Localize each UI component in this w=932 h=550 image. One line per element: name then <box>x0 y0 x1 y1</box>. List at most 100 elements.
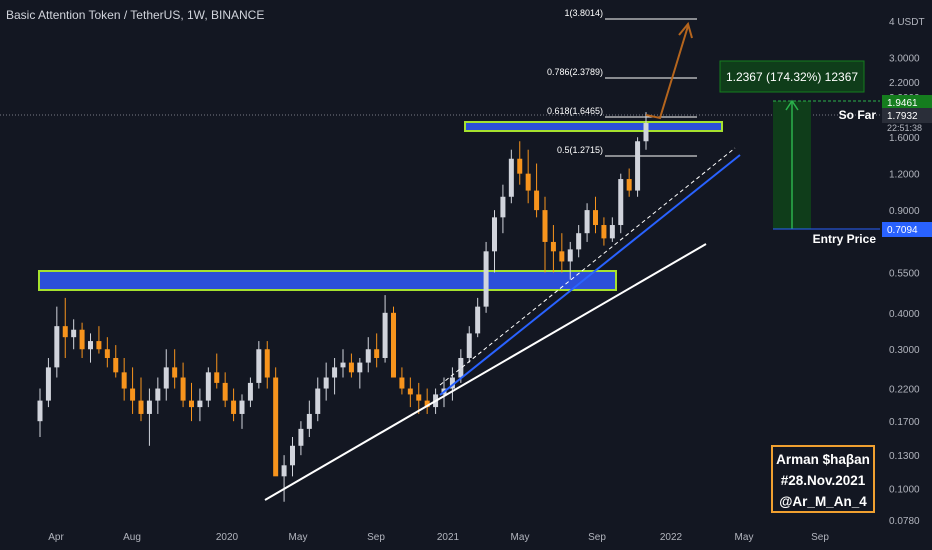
x-tick-label: 2021 <box>437 532 460 543</box>
candle-body <box>416 394 422 401</box>
candle-body <box>71 329 77 338</box>
candle-body <box>382 312 388 358</box>
candle-body <box>37 400 43 422</box>
high-price-tag-bg <box>882 95 932 110</box>
x-tick-label: May <box>511 532 530 543</box>
candle-body <box>88 341 93 350</box>
candle-body <box>635 141 641 191</box>
candle-body <box>567 249 573 262</box>
candle-body <box>348 362 354 373</box>
dashed-trendline <box>439 147 736 386</box>
candle-body <box>113 357 119 373</box>
candle-body <box>306 413 312 429</box>
candle-body <box>550 241 556 252</box>
candle-body <box>517 158 523 174</box>
chart-title: Basic Attention Token / TetherUS, 1W, BI… <box>6 8 265 22</box>
candle-body <box>45 367 51 401</box>
y-tick-label: 3.0000 <box>889 54 920 65</box>
y-tick-label: 1.6000 <box>889 133 920 144</box>
x-tick-label: 2020 <box>216 532 239 543</box>
candle-body <box>618 179 624 226</box>
projection-arrow <box>645 25 689 120</box>
candle-body <box>475 306 481 334</box>
blue-trendline <box>439 154 741 396</box>
x-tick-label: Aug <box>123 532 141 543</box>
candle-body <box>180 377 186 401</box>
candle-body <box>214 372 220 383</box>
y-tick-label: 0.9000 <box>889 206 920 217</box>
trendlines <box>264 21 741 501</box>
fib-level-label: 0.5(1.2715) <box>557 145 603 155</box>
measure-label: 1.2367 (174.32%) 12367 <box>726 70 858 84</box>
candles <box>37 112 649 502</box>
candle-body <box>121 372 127 389</box>
candle-body <box>492 217 497 252</box>
y-tick-label: 0.2200 <box>889 385 920 396</box>
candle-body <box>298 428 304 446</box>
candle-body <box>273 377 279 477</box>
current-price-tag-bg <box>882 108 932 123</box>
candle-body <box>315 388 321 414</box>
candle-body <box>146 400 152 414</box>
candle-body <box>231 400 237 414</box>
candle-body <box>163 367 169 389</box>
measure-arrowhead <box>785 99 799 111</box>
support-zone <box>38 270 617 291</box>
candle-body <box>584 210 590 234</box>
candle-body <box>222 382 228 401</box>
white-trendline <box>264 243 707 501</box>
x-tick-label: Sep <box>811 532 829 543</box>
axes: 4 USDT 3.0000 2.2000 1.6000 1.2000 0.9000 0.55… <box>48 17 932 543</box>
x-tick-label: May <box>735 532 754 543</box>
candle-body <box>643 123 649 142</box>
y-tick-label: 0.1700 <box>889 417 920 428</box>
high-price-tag: 1.9461 <box>887 98 918 109</box>
so-far-label: So Far <box>839 108 877 122</box>
candle-body <box>79 329 85 350</box>
candle-body <box>138 400 144 414</box>
candle-body <box>449 377 455 389</box>
y-tick-label: 0.3000 <box>889 345 920 356</box>
x-tick-label: May <box>289 532 308 543</box>
y-tick-partial: 2.2000 <box>889 78 920 89</box>
candle-body <box>483 251 489 307</box>
candle-body <box>290 445 295 466</box>
candle-body <box>189 400 194 408</box>
candle-body <box>172 367 178 378</box>
fib-level-label: 0.786(2.3789) <box>547 67 603 77</box>
candle-body <box>601 225 607 239</box>
candle-body <box>256 349 262 383</box>
candle-body <box>391 312 396 378</box>
candle-body <box>399 377 405 389</box>
x-tick-label: Apr <box>48 532 64 543</box>
candle-body <box>264 349 270 378</box>
entry-price-tag-bg <box>882 222 932 237</box>
candle-body <box>559 251 565 262</box>
candle-body <box>374 349 380 358</box>
candle-body <box>407 388 413 395</box>
fib-level-label: 1(3.8014) <box>564 8 603 18</box>
candle-body <box>458 357 464 378</box>
entry-price-tag: 0.7094 <box>887 225 918 236</box>
y-tick-label: 0.0780 <box>889 516 920 527</box>
candle-body <box>205 372 211 401</box>
candle-body <box>247 382 253 401</box>
candle-body <box>466 333 472 358</box>
current-price-tag: 1.7932 <box>887 111 918 122</box>
candle-body <box>332 367 338 378</box>
candle-body <box>500 196 506 218</box>
candle-body <box>62 326 68 338</box>
x-tick-label: Sep <box>367 532 385 543</box>
candle-body <box>508 158 514 197</box>
candle-body <box>323 377 329 389</box>
y-tick-label: 0.5500 <box>889 268 920 279</box>
candle-body <box>424 400 430 408</box>
y-tick-label: 0.4000 <box>889 309 920 320</box>
candle-body <box>525 173 531 191</box>
y-tick-label: 0.1000 <box>889 484 920 495</box>
countdown-label: 22:51:38 <box>887 123 922 133</box>
x-tick-label: 2022 <box>660 532 683 543</box>
candle-body <box>340 362 346 368</box>
candle-body <box>609 225 615 239</box>
